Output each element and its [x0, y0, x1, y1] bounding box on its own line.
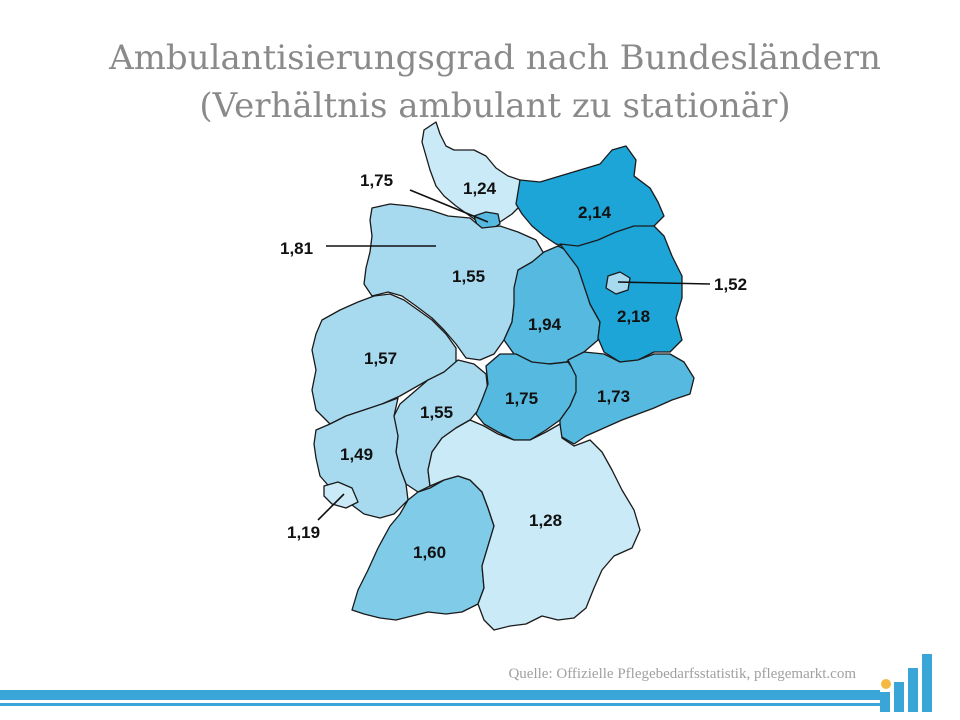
leader-berlin — [617, 281, 711, 285]
state-bayern[interactable] — [427, 419, 641, 631]
value-berlin: 1,52 — [714, 275, 747, 294]
state-berlin[interactable] — [605, 271, 631, 295]
value-saarland: 1,19 — [287, 523, 320, 542]
source-caption: Quelle: Offizielle Pflegebedarfsstatisti… — [508, 666, 856, 682]
value-nordrhein-westfalen: 1,57 — [364, 349, 397, 368]
leader-saarland — [317, 493, 345, 521]
title-line-2: (Verhältnis ambulant zu stationär) — [199, 86, 791, 126]
leader-hamburg — [409, 189, 489, 223]
value-rheinland-pfalz: 1,49 — [340, 445, 373, 464]
footer-bar — [0, 690, 880, 700]
state-saarland[interactable] — [323, 481, 359, 509]
title-line-1: Ambulantisierungsgrad nach Bundesländern — [109, 38, 881, 78]
pflegemarkt-logo-icon — [880, 654, 932, 712]
map-title: Ambulantisierungsgrad nach Bundesländern… — [0, 34, 960, 130]
value-sachsen-anhalt: 1,94 — [528, 315, 562, 334]
value-schleswig-holstein: 1,24 — [463, 179, 497, 198]
state-schleswig-holstein[interactable] — [421, 121, 529, 227]
state-sachsen-anhalt[interactable] — [503, 245, 601, 365]
value-hessen: 1,55 — [420, 403, 453, 422]
footer-bar-thin — [0, 703, 880, 706]
value-baden-wuerttemberg: 1,60 — [413, 543, 446, 562]
value-niedersachsen: 1,55 — [452, 267, 485, 286]
value-hamburg: 1,75 — [360, 171, 393, 190]
value-sachsen: 1,73 — [597, 387, 630, 406]
value-brandenburg: 2,18 — [617, 307, 650, 326]
state-sachsen[interactable] — [559, 351, 695, 445]
value-mecklenburg-vorpommern: 2,14 — [578, 203, 612, 222]
value-bayern: 1,28 — [529, 511, 562, 530]
value-bremen: 1,81 — [280, 239, 313, 258]
value-thueringen: 1,75 — [505, 389, 538, 408]
state-mecklenburg-vorpommern[interactable] — [515, 145, 665, 251]
state-brandenburg[interactable] — [559, 225, 683, 363]
